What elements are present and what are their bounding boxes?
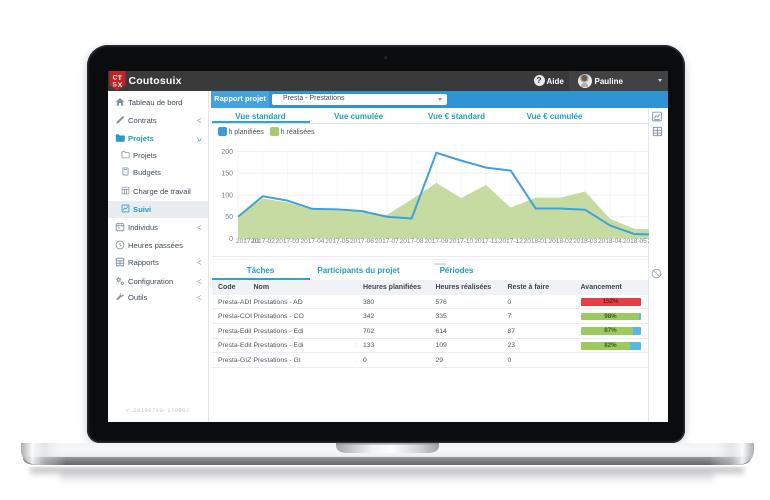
svg-text:2017-11: 2017-11	[474, 237, 498, 244]
svg-text:X: X	[118, 82, 123, 89]
svg-text:2017-01: 2017-01	[236, 237, 260, 244]
svg-text:2017-02: 2017-02	[250, 237, 274, 244]
svg-text:2017-09: 2017-09	[424, 237, 448, 244]
svg-text:100: 100	[221, 192, 233, 199]
svg-text:50: 50	[225, 214, 233, 221]
svg-text:2018-02: 2018-02	[548, 237, 572, 244]
svg-text:2017-04: 2017-04	[300, 237, 324, 244]
svg-text:C: C	[113, 75, 118, 82]
svg-text:2017-03: 2017-03	[275, 237, 299, 244]
svg-text:2017-05: 2017-05	[325, 237, 349, 244]
svg-text:2018-05: 2018-05	[622, 237, 646, 244]
svg-text:2018-03: 2018-03	[573, 237, 597, 244]
svg-text:200: 200	[221, 149, 233, 156]
svg-text:2018-06: 2018-06	[647, 237, 648, 244]
svg-text:2017-12: 2017-12	[498, 237, 522, 244]
svg-text:2017-08: 2017-08	[399, 237, 423, 244]
svg-text:2017-06: 2017-06	[350, 237, 374, 244]
svg-text:2018-01: 2018-01	[523, 237, 547, 244]
svg-text:2017-07: 2017-07	[374, 237, 398, 244]
svg-text:150: 150	[221, 170, 233, 177]
svg-text:2017-10: 2017-10	[449, 237, 473, 244]
svg-text:T: T	[118, 75, 123, 82]
svg-text:0: 0	[229, 236, 233, 243]
svg-text:S: S	[112, 82, 117, 89]
svg-text:2018-04: 2018-04	[598, 237, 622, 244]
